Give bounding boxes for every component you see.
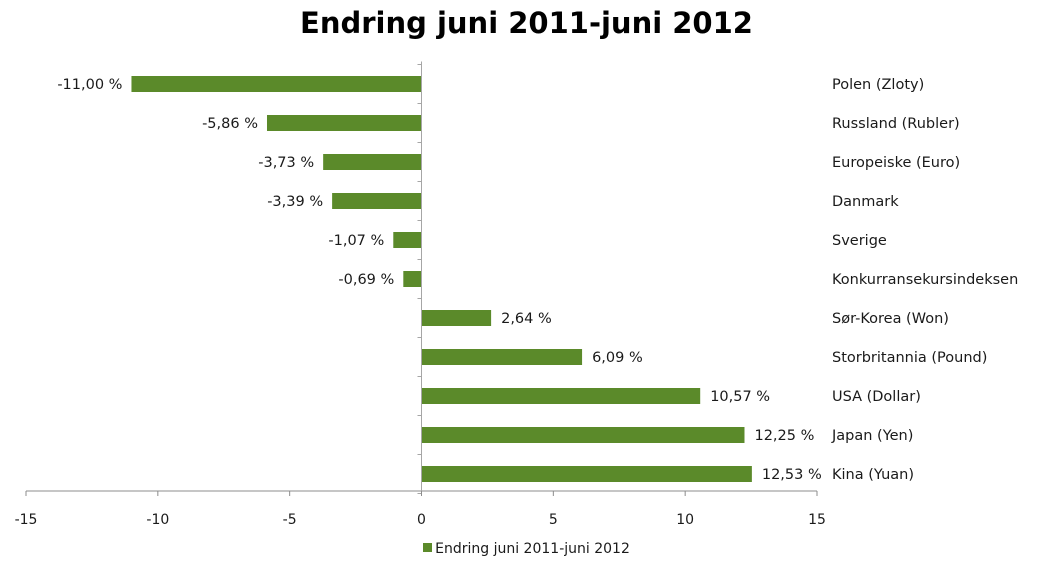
bar (393, 232, 422, 248)
category-label: Storbritannia (Pound) (832, 350, 987, 366)
bar (266, 115, 422, 131)
x-tick-label: 5 (549, 512, 558, 528)
category-label: Polen (Zloty) (832, 77, 924, 93)
labels-layer: -11,00 % Polen (Zloty) -5,86 % Russland (Ru… (57, 77, 1018, 483)
x-axis: -15 -10 -5 0 5 10 15 (15, 61, 826, 528)
category-label: USA (Dollar) (832, 389, 921, 405)
category-label: Sør-Korea (Won) (832, 311, 949, 327)
data-label: 6,09 % (592, 350, 643, 366)
data-label: -11,00 % (57, 77, 122, 93)
bar (421, 349, 583, 365)
x-tick-label: 10 (676, 512, 694, 528)
data-label: 2,64 % (501, 311, 552, 327)
data-label: 12,25 % (754, 428, 814, 444)
category-label: Sverige (832, 233, 887, 249)
x-tick-label: -15 (15, 512, 38, 528)
x-tick-label: 0 (417, 512, 426, 528)
data-label: -3,39 % (267, 194, 323, 210)
legend-label: Endring juni 2011-juni 2012 (435, 541, 630, 557)
x-tick-label: -5 (283, 512, 297, 528)
data-label: -1,07 % (328, 233, 384, 249)
data-label: -3,73 % (258, 155, 314, 171)
category-label: Konkurransekursindeksen (832, 272, 1018, 288)
bar (421, 388, 701, 404)
data-label: 10,57 % (710, 389, 770, 405)
bar (131, 76, 422, 92)
bar (403, 271, 422, 287)
bar (421, 310, 492, 326)
bar (332, 193, 422, 209)
bar (421, 466, 752, 482)
bars-layer (131, 76, 752, 482)
data-label: -5,86 % (202, 116, 258, 132)
chart-title: Endring juni 2011-juni 2012 (300, 6, 753, 40)
category-label: Kina (Yuan) (832, 467, 914, 483)
legend: Endring juni 2011-juni 2012 (0, 541, 1053, 557)
bar (421, 427, 745, 443)
x-tick-label: 15 (808, 512, 826, 528)
category-label: Russland (Rubler) (832, 116, 960, 132)
bar (323, 154, 422, 170)
x-tick-label: -10 (146, 512, 169, 528)
data-label: -0,69 % (338, 272, 394, 288)
legend-swatch (423, 543, 433, 552)
category-label: Danmark (832, 194, 899, 210)
category-label: Europeiske (Euro) (832, 155, 960, 171)
data-label: 12,53 % (762, 467, 822, 483)
category-label: Japan (Yen) (831, 428, 913, 444)
